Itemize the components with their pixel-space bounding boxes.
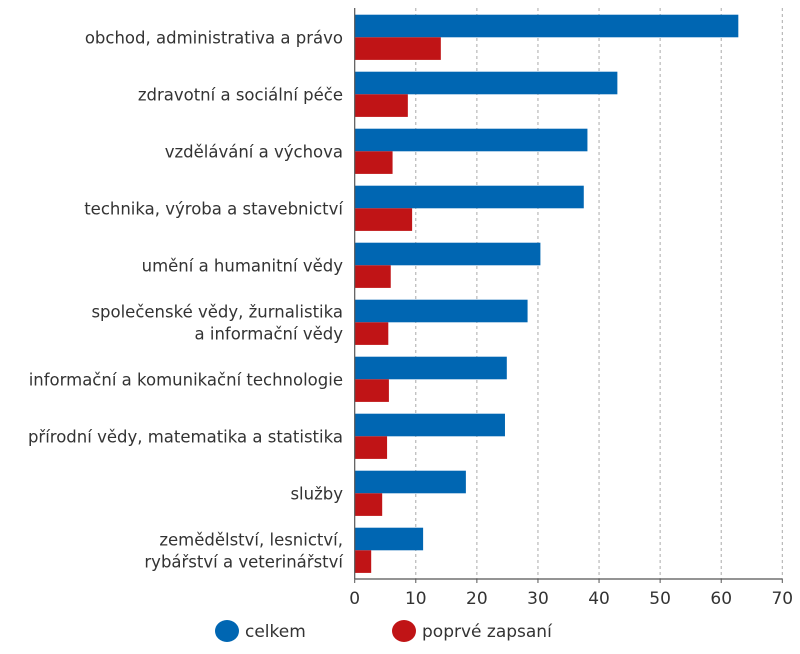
x-tick-label: 70 xyxy=(771,589,793,609)
legend-label: celkem xyxy=(245,622,306,642)
category-label: umění a humanitní vědy xyxy=(142,256,344,275)
category-label: společenské vědy, žurnalistika xyxy=(91,302,343,321)
bar-poprve-zapsani xyxy=(354,151,393,174)
x-tick-label: 50 xyxy=(649,589,671,609)
category-label: obchod, administrativa a právo xyxy=(85,28,343,47)
category-label: a informační vědy xyxy=(195,324,344,343)
bar-celkem xyxy=(354,299,528,323)
bar-poprve-zapsani xyxy=(354,208,413,231)
x-tick-label: 10 xyxy=(405,589,427,609)
category-label: zdravotní a sociální péče xyxy=(138,85,343,104)
bar-celkem xyxy=(354,242,541,266)
category-label: rybářství a veterinářství xyxy=(144,552,344,571)
bar-poprve-zapsani xyxy=(354,265,391,288)
category-label: zemědělství, lesnictví, xyxy=(159,530,343,549)
category-label: přírodní vědy, matematika a statistika xyxy=(28,427,343,446)
bar-celkem xyxy=(354,470,466,494)
x-tick-label: 30 xyxy=(527,589,549,609)
bar-celkem xyxy=(354,71,618,95)
bar-celkem xyxy=(354,14,739,38)
bar-poprve-zapsani xyxy=(354,379,389,402)
x-tick-label: 60 xyxy=(710,589,732,609)
bar-poprve-zapsani xyxy=(354,436,388,459)
category-label: služby xyxy=(290,484,343,503)
x-tick-label: 20 xyxy=(466,589,488,609)
bar-celkem xyxy=(354,356,507,380)
x-tick-label: 40 xyxy=(588,589,610,609)
bar-poprve-zapsani xyxy=(354,550,372,573)
bar-poprve-zapsani xyxy=(354,94,408,117)
bar-poprve-zapsani xyxy=(354,322,389,345)
legend-label: poprvé zapsaní xyxy=(422,622,553,642)
legend-marker-icon xyxy=(392,620,416,642)
category-label: vzdělávání a výchova xyxy=(165,142,343,161)
x-tick-label: 0 xyxy=(349,589,360,609)
bar-celkem xyxy=(354,128,588,152)
bar-poprve-zapsani xyxy=(354,37,441,60)
category-label: technika, výroba a stavebnictví xyxy=(84,199,344,218)
bar-celkem xyxy=(354,185,584,209)
bar-celkem xyxy=(354,527,424,551)
category-label: informační a komunikační technologie xyxy=(29,370,343,389)
bar-celkem xyxy=(354,413,505,437)
legend-marker-icon xyxy=(215,620,239,642)
bar-poprve-zapsani xyxy=(354,493,383,516)
